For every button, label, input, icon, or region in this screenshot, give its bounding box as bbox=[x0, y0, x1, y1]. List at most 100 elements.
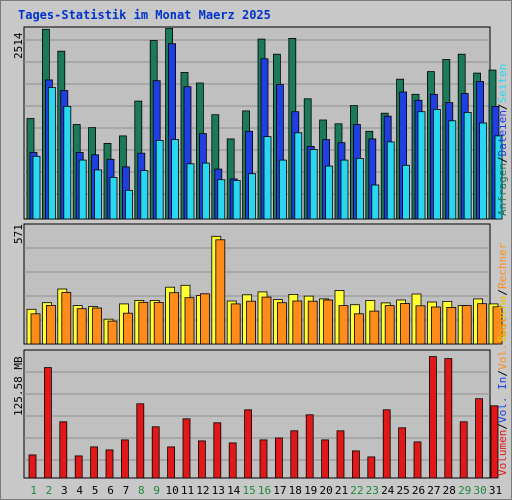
bar-rechner-day-18 bbox=[292, 300, 303, 345]
right-axis-bottom: Volumen/Vol. In/Vol. Out bbox=[496, 317, 509, 476]
bar-rechner-day-6 bbox=[107, 320, 118, 345]
bar-seiten-day-30 bbox=[479, 122, 488, 220]
bar-volumen-day-27 bbox=[428, 356, 437, 479]
bottom-ymax-label: 125.58 MB bbox=[12, 356, 25, 416]
bar-rechner-day-17 bbox=[276, 302, 287, 345]
legend-sep-1: / bbox=[496, 156, 509, 164]
bar-volumen-day-18 bbox=[290, 430, 299, 479]
bar-volumen-day-9 bbox=[151, 426, 160, 479]
legend-vol-in: Vol. In bbox=[496, 376, 509, 424]
bar-seiten-day-17 bbox=[278, 159, 287, 220]
bar-rechner-day-21 bbox=[338, 305, 349, 345]
bar-seiten-day-29 bbox=[463, 112, 472, 220]
bar-rechner-day-10 bbox=[169, 292, 180, 345]
bar-seiten-day-14 bbox=[232, 180, 241, 220]
day-label-31: 31 bbox=[489, 484, 502, 497]
bar-volumen-day-30 bbox=[475, 398, 484, 479]
bar-seiten-day-11 bbox=[186, 163, 195, 220]
day-label-30: 30 bbox=[473, 484, 486, 497]
panel-2 bbox=[23, 349, 491, 479]
bar-rechner-day-9 bbox=[153, 302, 164, 345]
day-label-2: 2 bbox=[46, 484, 53, 497]
bar-rechner-day-27 bbox=[430, 306, 441, 345]
bar-seiten-day-28 bbox=[448, 120, 457, 220]
bar-volumen-day-25 bbox=[398, 427, 407, 479]
day-label-11: 11 bbox=[181, 484, 194, 497]
bar-rechner-day-19 bbox=[307, 300, 318, 345]
day-label-1: 1 bbox=[30, 484, 37, 497]
right-axis-top: Anfragen/Dateien/Seiten bbox=[496, 64, 509, 216]
bar-volumen-day-8 bbox=[136, 403, 145, 479]
bar-seiten-day-19 bbox=[309, 149, 318, 220]
bar-rechner-day-11 bbox=[184, 297, 195, 345]
bar-volumen-day-21 bbox=[336, 430, 345, 479]
bar-rechner-day-2 bbox=[46, 304, 56, 345]
bar-seiten-day-27 bbox=[432, 109, 441, 220]
bar-seiten-day-7 bbox=[125, 189, 133, 220]
day-label-16: 16 bbox=[258, 484, 271, 497]
bar-seiten-day-13 bbox=[217, 179, 226, 220]
bar-seiten-day-20 bbox=[325, 165, 334, 220]
bar-seiten-day-8 bbox=[140, 170, 149, 220]
bar-volumen-day-10 bbox=[167, 446, 176, 479]
legend-vol-out: Vol. Out bbox=[496, 317, 509, 371]
bar-volumen-day-31 bbox=[490, 405, 499, 479]
bar-volumen-day-19 bbox=[305, 414, 314, 479]
bar-volumen-day-13 bbox=[213, 422, 222, 479]
day-label-13: 13 bbox=[212, 484, 225, 497]
bar-volumen-day-20 bbox=[321, 439, 330, 479]
day-label-3: 3 bbox=[61, 484, 68, 497]
bar-seiten-day-3 bbox=[63, 106, 72, 220]
bar-rechner-day-15 bbox=[246, 300, 257, 345]
day-label-19: 19 bbox=[304, 484, 317, 497]
bar-volumen-day-15 bbox=[244, 409, 253, 479]
bar-volumen-day-29 bbox=[459, 421, 468, 479]
bar-rechner-day-5 bbox=[92, 307, 102, 345]
bar-volumen-day-7 bbox=[121, 439, 129, 479]
day-label-29: 29 bbox=[458, 484, 471, 497]
middle-ymax-label: 571 bbox=[12, 224, 25, 244]
bar-seiten-day-18 bbox=[294, 132, 303, 220]
bar-rechner-day-29 bbox=[461, 305, 472, 345]
bar-seiten-day-21 bbox=[340, 159, 349, 220]
bar-volumen-day-11 bbox=[182, 418, 191, 479]
day-label-21: 21 bbox=[335, 484, 348, 497]
bar-rechner-day-12 bbox=[199, 293, 210, 345]
bar-rechner-day-14 bbox=[230, 303, 241, 345]
legend-dateien: Dateien bbox=[496, 110, 509, 157]
day-label-6: 6 bbox=[107, 484, 114, 497]
bar-rechner-day-23 bbox=[369, 310, 380, 345]
bar-seiten-day-10 bbox=[171, 139, 180, 220]
day-label-24: 24 bbox=[381, 484, 395, 497]
bar-volumen-day-4 bbox=[74, 455, 83, 479]
day-label-14: 14 bbox=[227, 484, 241, 497]
bar-rechner-day-31 bbox=[492, 306, 503, 345]
legend-rechner: Rechner bbox=[496, 242, 509, 290]
day-label-17: 17 bbox=[273, 484, 286, 497]
bar-seiten-day-2 bbox=[48, 87, 56, 220]
bar-volumen-day-16 bbox=[259, 439, 268, 479]
bar-rechner-day-3 bbox=[61, 292, 72, 345]
day-label-4: 4 bbox=[76, 484, 83, 497]
day-label-15: 15 bbox=[242, 484, 255, 497]
top-ymax-label: 2514 bbox=[12, 32, 25, 60]
bar-seiten-day-12 bbox=[201, 162, 210, 220]
legend-sep-5: / bbox=[496, 370, 509, 377]
bar-volumen-day-6 bbox=[105, 449, 114, 479]
bar-volumen-day-17 bbox=[274, 437, 283, 479]
day-label-20: 20 bbox=[319, 484, 332, 497]
legend-anfragen: Anfragen bbox=[496, 163, 509, 216]
bar-seiten-day-25 bbox=[402, 164, 411, 220]
bar-volumen-day-5 bbox=[90, 446, 98, 479]
day-label-10: 10 bbox=[165, 484, 178, 497]
bar-volumen-day-22 bbox=[351, 450, 360, 479]
bar-rechner-day-24 bbox=[384, 305, 395, 345]
legend-volumen: Volumen bbox=[496, 429, 509, 476]
day-label-26: 26 bbox=[412, 484, 425, 497]
day-label-5: 5 bbox=[92, 484, 99, 497]
bar-seiten-day-15 bbox=[248, 173, 257, 220]
bar-seiten-day-5 bbox=[94, 169, 102, 220]
bar-volumen-day-3 bbox=[59, 421, 68, 479]
day-label-25: 25 bbox=[396, 484, 409, 497]
